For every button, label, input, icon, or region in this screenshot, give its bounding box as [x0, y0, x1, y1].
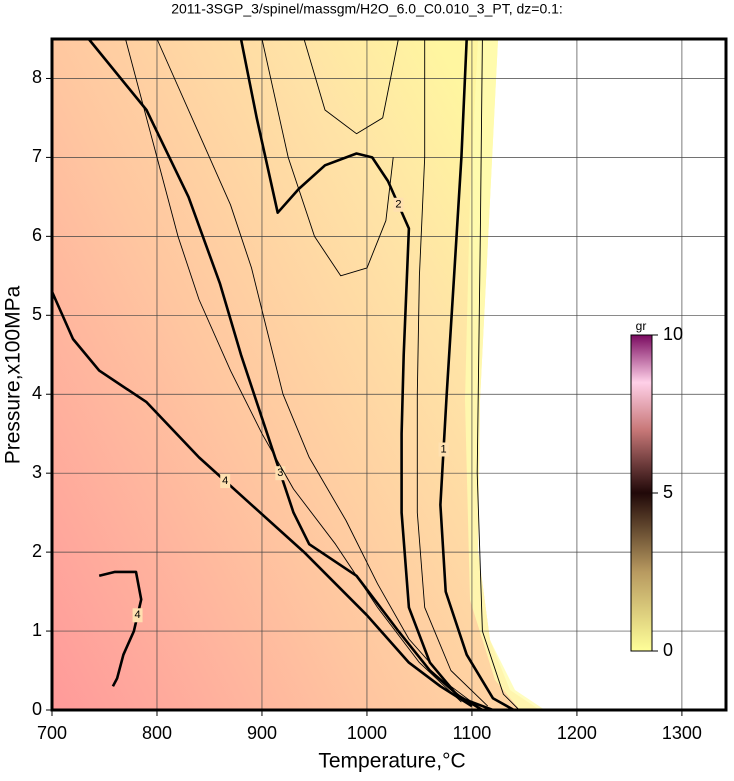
contour-label-bg	[275, 466, 286, 481]
contour-line	[50, 291, 473, 708]
contour-line	[87, 38, 494, 712]
frame	[50, 37, 728, 712]
contours: 4 4 3 2 1	[50, 38, 520, 712]
x-tick-label: 1100	[453, 723, 492, 743]
contour-label-bg	[220, 474, 231, 489]
chart-title: 2011-3SGP_3/spinel/massgm/H2O_6.0_C0.010…	[171, 1, 563, 17]
y-tick-label: 0	[32, 699, 42, 719]
field-fill	[52, 39, 540, 710]
y-axis-label: Pressure,x100MPa	[2, 285, 25, 464]
colorbar-tick-label: 5	[663, 482, 673, 502]
y-tick-label: 8	[32, 67, 42, 87]
y-tick-label: 7	[32, 146, 42, 166]
contour-line	[125, 38, 462, 703]
y-tick-label: 5	[32, 304, 42, 324]
contour-label: 4	[222, 475, 228, 487]
y-tick-label: 1	[32, 620, 42, 640]
contour-label-bg	[393, 197, 404, 212]
x-axis-label: Temperature,°C	[318, 750, 465, 773]
y-tick-label: 6	[32, 225, 42, 245]
contour-label-bg	[438, 442, 449, 457]
x-tick-label: 900	[247, 723, 277, 743]
colorbar-axis: 0 5 10	[652, 324, 683, 660]
colorbar-label: gr	[636, 319, 647, 333]
contour-label-bg	[132, 608, 143, 623]
contour-line	[261, 38, 394, 277]
contour-line	[416, 39, 489, 707]
contour-label: 2	[395, 199, 401, 211]
contour-line	[439, 38, 515, 712]
x-tick-label: 700	[37, 723, 67, 743]
grid	[51, 39, 726, 711]
colorbar-tick-label: 10	[663, 324, 683, 344]
y-tick-label: 4	[32, 383, 42, 403]
contour-label: 1	[441, 443, 447, 455]
x-tick-label: 1000	[347, 723, 387, 743]
field-edge	[465, 39, 545, 710]
x-tick-label: 800	[142, 723, 172, 743]
y-tick-label: 3	[32, 462, 42, 482]
contour-label: 3	[277, 467, 283, 479]
colorbar-tick-label: 0	[663, 640, 673, 660]
colorbar	[630, 334, 653, 652]
contour-line	[156, 38, 483, 711]
contour-line	[476, 38, 520, 711]
x-tick-label: 1200	[557, 723, 597, 743]
x-tick-label: 1300	[662, 723, 702, 743]
y-tick-label: 2	[32, 541, 42, 561]
contour-label: 4	[134, 609, 140, 621]
contour-line	[303, 38, 399, 135]
